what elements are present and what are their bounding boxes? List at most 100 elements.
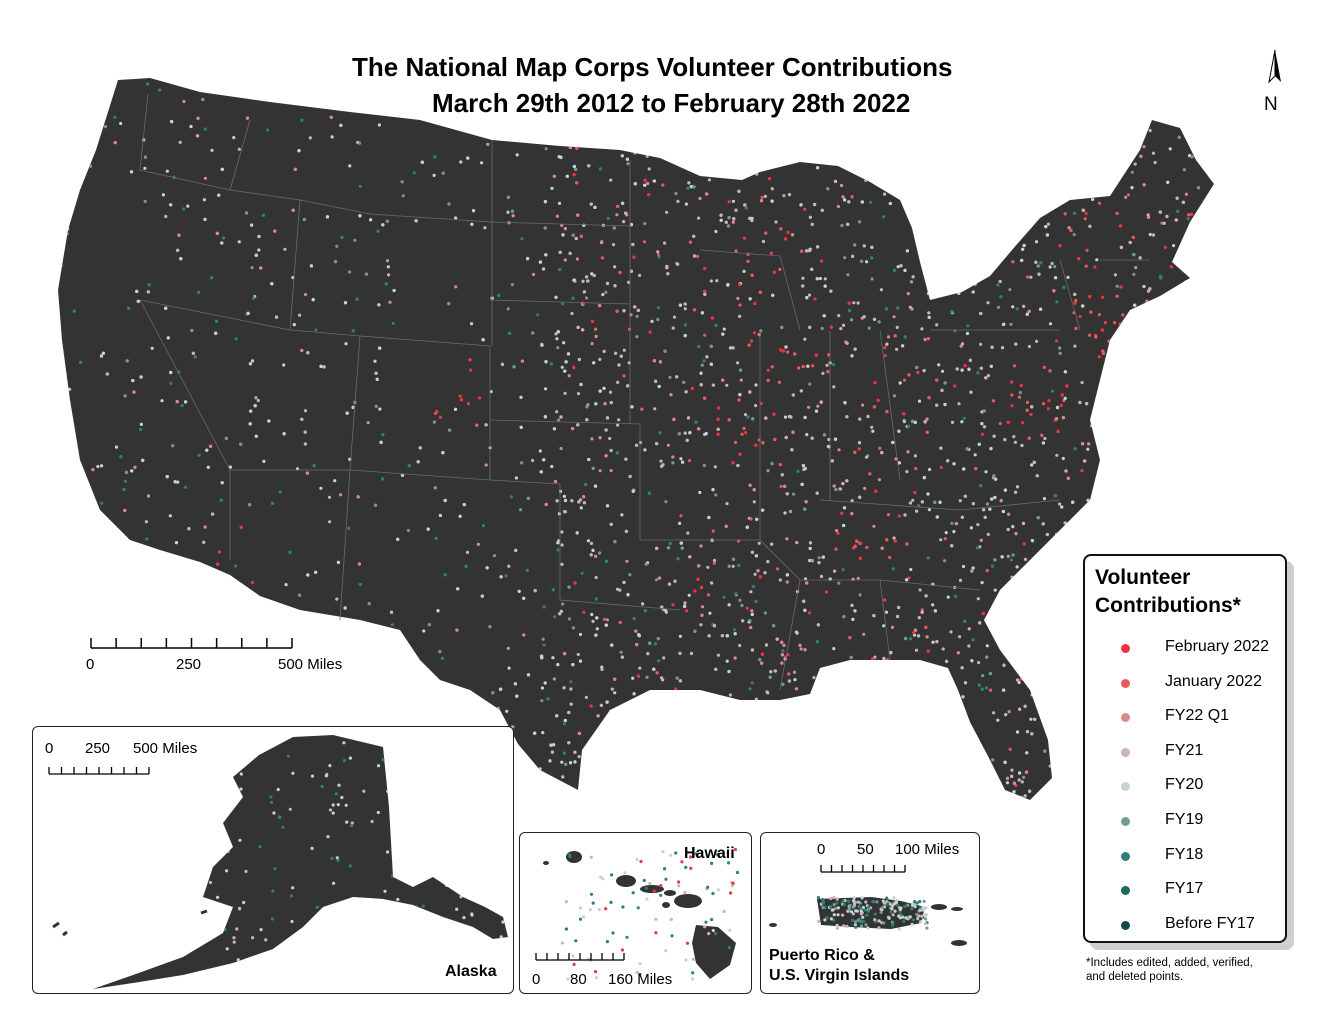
contribution-point [961, 727, 966, 731]
contribution-point [852, 671, 856, 676]
contribution-point [536, 121, 540, 125]
contribution-point [1146, 289, 1151, 293]
contribution-point [1130, 472, 1134, 476]
contribution-point [335, 597, 339, 601]
contribution-point [270, 698, 274, 702]
contribution-point [225, 670, 229, 674]
contribution-point [560, 530, 564, 534]
contribution-point [318, 104, 322, 108]
contribution-point [911, 87, 915, 91]
contribution-point [881, 696, 885, 700]
contribution-point [378, 407, 382, 411]
contribution-point [1146, 94, 1150, 99]
contribution-point [327, 495, 332, 499]
contribution-point [1101, 349, 1105, 353]
contribution-point [544, 147, 548, 151]
contribution-point [929, 665, 933, 670]
contribution-point [386, 265, 390, 269]
contribution-point [1003, 251, 1007, 255]
contribution-point [631, 676, 635, 680]
contribution-point [682, 711, 686, 715]
contribution-point [572, 278, 576, 282]
contribution-point [1064, 724, 1068, 728]
contribution-point [861, 126, 865, 130]
contribution-point [1164, 347, 1168, 351]
contribution-point [892, 394, 897, 398]
contribution-point [1017, 778, 1021, 782]
contribution-point [833, 111, 837, 115]
contribution-point [1177, 451, 1181, 455]
contribution-point [990, 121, 994, 125]
contribution-point [1143, 78, 1147, 82]
contribution-point [1027, 129, 1031, 133]
contribution-point [1123, 363, 1127, 367]
contribution-point [901, 90, 905, 94]
contribution-point [906, 292, 910, 296]
contribution-point [1141, 325, 1145, 329]
contribution-point [981, 182, 986, 186]
contribution-point [222, 236, 226, 240]
contribution-point [1165, 308, 1169, 312]
contribution-point [787, 117, 791, 121]
contribution-point [1020, 590, 1024, 595]
contribution-point [772, 412, 776, 416]
contribution-point [1035, 128, 1039, 132]
contribution-point [169, 381, 173, 385]
contribution-point [1133, 546, 1137, 550]
contribution-point [1004, 200, 1008, 204]
contribution-point [1101, 474, 1105, 478]
contribution-point [698, 752, 702, 756]
contribution-point [1025, 633, 1029, 638]
contribution-point [373, 359, 377, 363]
contribution-point [654, 774, 658, 778]
contribution-point [898, 381, 902, 385]
contribution-point [846, 104, 850, 108]
contribution-point [1159, 418, 1163, 422]
contribution-point [701, 90, 706, 94]
contribution-point [1007, 209, 1011, 213]
contribution-point [570, 128, 574, 132]
contribution-point [924, 594, 928, 598]
contribution-point [989, 154, 993, 158]
contribution-point [292, 688, 296, 692]
contribution-point [965, 174, 969, 178]
contribution-point [582, 610, 586, 614]
contribution-point [933, 728, 937, 732]
contribution-point [817, 774, 821, 778]
contribution-point [58, 338, 62, 342]
contribution-point [1029, 717, 1033, 721]
contribution-point [978, 255, 982, 259]
contribution-point [550, 118, 555, 122]
contribution-point [1100, 115, 1104, 120]
contribution-point [862, 791, 867, 795]
contribution-point [1035, 582, 1039, 587]
contribution-point [616, 423, 620, 427]
contribution-point [928, 742, 932, 746]
contribution-point [714, 229, 718, 234]
contribution-point [796, 85, 800, 89]
contribution-point [1144, 516, 1148, 520]
contribution-point [250, 359, 255, 363]
contribution-point [577, 755, 581, 759]
contribution-point [1087, 442, 1091, 446]
contribution-point [1094, 103, 1098, 108]
contribution-point [874, 162, 879, 166]
contribution-point [749, 590, 753, 594]
contribution-point [569, 702, 573, 706]
contribution-point [1020, 101, 1025, 105]
contribution-point [965, 174, 969, 178]
contribution-point [934, 84, 939, 88]
contribution-point [522, 633, 526, 637]
contribution-point [654, 774, 658, 778]
contribution-point [1042, 139, 1046, 143]
contribution-point [856, 301, 860, 305]
contribution-point [882, 707, 886, 711]
contribution-point [875, 109, 879, 113]
contribution-point [918, 190, 922, 194]
contribution-point [877, 478, 882, 482]
contribution-point [928, 467, 932, 472]
contribution-point [696, 129, 700, 133]
contribution-point [671, 455, 675, 459]
contribution-point [886, 729, 890, 733]
